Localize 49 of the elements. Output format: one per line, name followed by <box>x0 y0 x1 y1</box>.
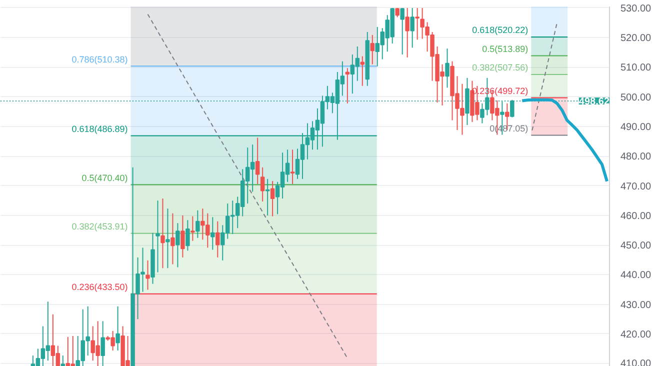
candlestick <box>176 222 180 268</box>
candlestick <box>216 220 220 258</box>
candlestick <box>400 7 404 55</box>
candlestick <box>156 200 160 273</box>
candlestick <box>270 180 275 217</box>
y-tick-label: 480.00 <box>620 152 652 163</box>
y-tick-label: 470.00 <box>620 181 652 192</box>
candlestick <box>265 178 270 216</box>
candlestick <box>445 48 450 88</box>
candlestick <box>166 208 170 269</box>
candlestick <box>196 210 200 238</box>
y-tick-label: 460.00 <box>620 210 652 222</box>
candlestick <box>260 166 265 202</box>
candlestick <box>345 68 350 104</box>
y-tick-label: 440.00 <box>620 270 652 282</box>
candlestick <box>210 216 215 250</box>
candlestick <box>190 216 195 242</box>
ref-line-label: 0.5(470.40) <box>82 172 128 183</box>
candlestick <box>186 220 190 252</box>
candlestick <box>160 198 165 269</box>
ref-line-label: 0.618(520.22) <box>472 25 528 36</box>
candlestick <box>370 34 375 65</box>
candlestick <box>255 137 260 184</box>
candlestick <box>415 7 420 40</box>
candlestick <box>410 7 414 48</box>
candlestick <box>170 212 175 265</box>
y-tick-label: 430.00 <box>620 300 652 311</box>
ref-line-label: 0.786(510.38) <box>72 54 128 64</box>
ref-line-label: 0.382(453.91) <box>72 222 128 232</box>
ref-line-label: 0.382(507.56) <box>472 62 528 73</box>
candlestick <box>405 7 410 58</box>
ref-line-label: 0.236(433.50) <box>72 282 128 292</box>
y-tick-label: 520.00 <box>620 33 652 44</box>
y-tick-label: 500.00 <box>620 92 652 104</box>
ref-line-label: 0.5(513.89) <box>482 44 528 54</box>
y-tick-label: 420.00 <box>620 329 652 340</box>
candlestick <box>60 355 66 366</box>
y-tick-label: 510.00 <box>620 62 652 74</box>
y-tick-label: 450.00 <box>620 240 652 252</box>
y-tick-label: 490.00 <box>620 122 652 133</box>
candlestick <box>146 260 150 290</box>
candlestick <box>116 306 120 351</box>
y-tick-label: 530.00 <box>620 3 652 14</box>
candlestick <box>180 214 185 258</box>
ref-line-label: 498.62 <box>578 96 610 108</box>
ref-line-label: 0.618(486.89) <box>72 124 128 134</box>
candlestick <box>290 149 295 184</box>
candlestick <box>360 56 365 86</box>
candlestick <box>100 320 105 366</box>
